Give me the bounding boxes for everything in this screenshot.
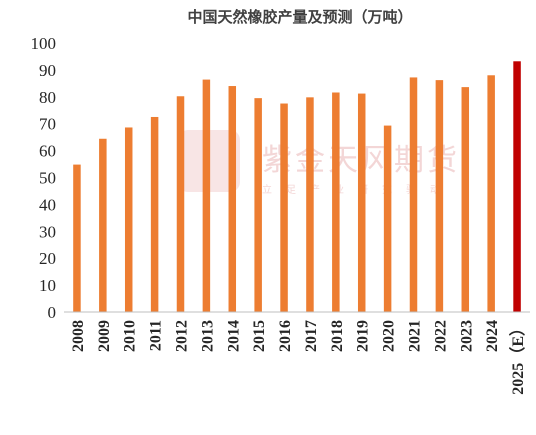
y-tick-label: 80 — [39, 88, 56, 107]
x-tick-label: 2008 — [70, 320, 87, 352]
bar-2020 — [383, 125, 392, 312]
x-tick-label: 2017 — [303, 320, 320, 352]
x-tick-label: 2013 — [199, 320, 216, 352]
bar-2022 — [435, 80, 444, 312]
bar-2018 — [332, 92, 340, 312]
watermark: 紫金天风期货 立足产业研究驱动 — [178, 130, 457, 196]
bars — [73, 61, 521, 313]
x-tick-label: 2020 — [381, 320, 398, 352]
x-axis-ticks: 2008 2009 2010 2011 2012 2013 2014 2015 2016 2017… — [70, 320, 527, 395]
bar-2016 — [280, 103, 288, 313]
chart-title: 中国天然橡胶产量及预测（万吨） — [187, 8, 412, 26]
bar-2012 — [176, 96, 185, 313]
y-tick-label: 30 — [39, 222, 56, 241]
bar-2021 — [409, 77, 418, 312]
y-axis-ticks: 0 10 20 30 40 50 60 70 80 90 100 — [31, 34, 57, 322]
x-tick-label: 2024 — [484, 320, 501, 352]
bar-2024 — [487, 75, 495, 312]
y-tick-label: 20 — [39, 249, 56, 268]
x-tick-label: 2025（E） — [509, 320, 527, 395]
x-tick-label: 2012 — [174, 320, 191, 352]
x-tick-label: 2021 — [407, 320, 424, 352]
bar-2013 — [202, 79, 211, 312]
bar-2008 — [73, 164, 81, 312]
x-tick-label: 2009 — [96, 320, 113, 352]
bar-2017 — [306, 97, 314, 312]
x-tick-label: 2011 — [148, 320, 165, 351]
x-tick-label: 2014 — [225, 320, 242, 352]
y-tick-label: 90 — [39, 61, 56, 80]
x-tick-label: 2016 — [277, 320, 294, 352]
bar-2009 — [99, 138, 107, 312]
bar-2015 — [254, 98, 262, 313]
x-tick-label: 2015 — [251, 320, 268, 352]
y-tick-label: 10 — [39, 276, 56, 295]
bar-2010 — [124, 127, 133, 312]
y-tick-label: 50 — [39, 169, 56, 188]
bar-2025（E） — [513, 61, 521, 313]
bar-2023 — [461, 87, 470, 312]
y-tick-label: 100 — [31, 34, 57, 53]
x-tick-label: 2010 — [122, 320, 139, 352]
y-tick-label: 40 — [39, 195, 56, 214]
y-tick-label: 70 — [39, 115, 56, 134]
x-tick-label: 2019 — [355, 320, 372, 352]
y-tick-label: 0 — [48, 303, 57, 322]
x-tick-label: 2023 — [458, 320, 475, 352]
bar-2019 — [357, 93, 366, 313]
x-tick-label: 2022 — [432, 320, 449, 352]
bar-2014 — [228, 86, 237, 312]
y-tick-label: 60 — [39, 142, 56, 161]
x-tick-label: 2018 — [329, 320, 346, 352]
bar-2011 — [150, 116, 159, 312]
